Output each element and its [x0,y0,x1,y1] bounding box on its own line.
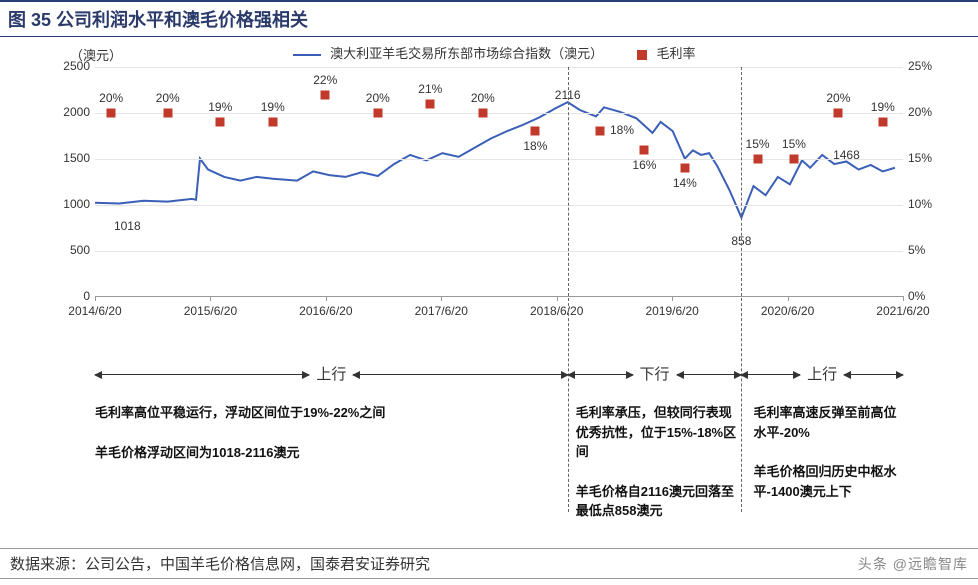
gross-margin-label: 19% [208,100,232,114]
note-line: 毛利率高速反弹至前高位水平-20% [754,403,903,442]
y-left-tick: 1500 [55,151,90,165]
gross-margin-label: 18% [610,123,634,137]
source-row: 数据来源：公司公告，中国羊毛价格信息网，国泰君安证券研究 头条 @远瞻智库 [0,548,978,579]
source-text: 数据来源：公司公告，中国羊毛价格信息网，国泰君安证券研究 [10,553,430,574]
phase-label: 下行 [640,363,670,384]
phase-row: 上行 下行 上行 [95,363,883,393]
gross-margin-marker [531,127,540,136]
gross-margin-marker [163,109,172,118]
gross-margin-marker [878,118,887,127]
gross-margin-label: 20% [99,91,123,105]
legend-marker-sample [637,50,647,60]
gridline [95,67,903,68]
watermark: 头条 @远瞻智库 [858,554,968,574]
x-tick [672,296,673,301]
legend-line-sample [293,54,321,56]
phase-arrow [353,374,567,375]
y-left-tick: 1000 [55,197,90,211]
y-right-tick: 10% [908,197,948,211]
gross-margin-marker [596,127,605,136]
value-callout: 1468 [833,148,860,162]
y-left-tick: 500 [55,243,90,257]
note-line: 毛利率高位平稳运行，浮动区间位于19%-22%之间 [95,403,547,423]
legend-marker-label: 毛利率 [656,46,695,61]
x-tick [441,296,442,301]
y-left-tick: 0 [55,289,90,303]
y-right-tick: 15% [908,151,948,165]
x-tick-label: 2016/6/20 [299,304,352,318]
note-line: 毛利率承压，但较同行表现优秀抗性，位于15%-18%区间 [576,403,742,462]
y-right-tick: 25% [908,59,948,73]
note-line: 羊毛价格浮动区间为1018-2116澳元 [95,443,547,463]
gross-margin-marker [753,155,762,164]
gross-margin-marker [478,109,487,118]
gross-margin-marker [321,90,330,99]
phase-label: 上行 [807,363,837,384]
note-column: 毛利率高位平稳运行，浮动区间位于19%-22%之间羊毛价格浮动区间为1018-2… [95,403,547,482]
gross-margin-label: 15% [746,137,770,151]
chart-area: （澳元） 澳大利亚羊毛交易所东部市场综合指数（澳元） 毛利率 050010001… [40,47,948,327]
x-tick [326,296,327,301]
gross-margin-marker [640,145,649,154]
phase-arrow [568,374,633,375]
gross-margin-label: 20% [471,91,495,105]
phase-arrow [741,374,800,375]
note-line: 羊毛价格自2116澳元回落至最低点858澳元 [576,482,742,521]
gross-margin-label: 19% [871,100,895,114]
phase-arrow [677,374,742,375]
gridline [95,251,903,252]
gross-margin-marker [426,99,435,108]
gross-margin-label: 20% [156,91,180,105]
x-tick-label: 2019/6/20 [645,304,698,318]
gross-margin-label: 15% [782,137,806,151]
phase-arrow [844,374,903,375]
gross-margin-marker [680,164,689,173]
legend-line-label: 澳大利亚羊毛交易所东部市场综合指数（澳元） [330,46,603,61]
y-right-tick: 5% [908,243,948,257]
legend: 澳大利亚羊毛交易所东部市场综合指数（澳元） 毛利率 [40,43,948,62]
x-tick-label: 2015/6/20 [184,304,237,318]
gross-margin-marker [107,109,116,118]
x-tick [903,296,904,301]
notes-row: 毛利率高位平稳运行，浮动区间位于19%-22%之间羊毛价格浮动区间为1018-2… [95,403,883,533]
note-column: 毛利率高速反弹至前高位水平-20% 羊毛价格回归历史中枢水平-1400澳元上下 [754,403,903,521]
y-right-tick: 20% [908,105,948,119]
figure-container: 图 35 公司利润水平和澳毛价格强相关 （澳元） 澳大利亚羊毛交易所东部市场综合… [0,0,978,585]
phase-arrow [95,374,309,375]
gross-margin-marker [834,109,843,118]
gross-margin-label: 20% [366,91,390,105]
x-tick [210,296,211,301]
x-tick-label: 2014/6/20 [68,304,121,318]
gross-margin-label: 14% [673,176,697,190]
gross-margin-marker [268,118,277,127]
gross-margin-marker [216,118,225,127]
figure-title: 图 35 公司利润水平和澳毛价格强相关 [0,0,978,37]
value-callout: 1018 [114,219,141,233]
gross-margin-label: 22% [313,73,337,87]
x-tick [557,296,558,301]
x-tick-label: 2017/6/20 [415,304,468,318]
y-left-tick: 2500 [55,59,90,73]
y-right-tick: 0% [908,289,948,303]
x-tick [95,296,96,301]
gross-margin-label: 18% [523,139,547,153]
note-line: 羊毛价格回归历史中枢水平-1400澳元上下 [754,462,903,501]
gross-margin-label: 20% [826,91,850,105]
gross-margin-label: 19% [261,100,285,114]
phase-label: 上行 [316,363,346,384]
gross-margin-label: 21% [418,82,442,96]
gridline [95,205,903,206]
x-tick [788,296,789,301]
x-tick-label: 2018/6/20 [530,304,583,318]
x-tick-label: 2021/6/20 [876,304,929,318]
x-tick-label: 2020/6/20 [761,304,814,318]
note-column: 毛利率承压，但较同行表现优秀抗性，位于15%-18%区间羊毛价格自2116澳元回… [576,403,742,541]
gross-margin-marker [373,109,382,118]
y-left-tick: 2000 [55,105,90,119]
gross-margin-marker [789,155,798,164]
gross-margin-label: 16% [632,158,656,172]
plot-region: 050010001500200025000%5%10%15%20%25%2014… [95,67,903,297]
gridline [95,159,903,160]
